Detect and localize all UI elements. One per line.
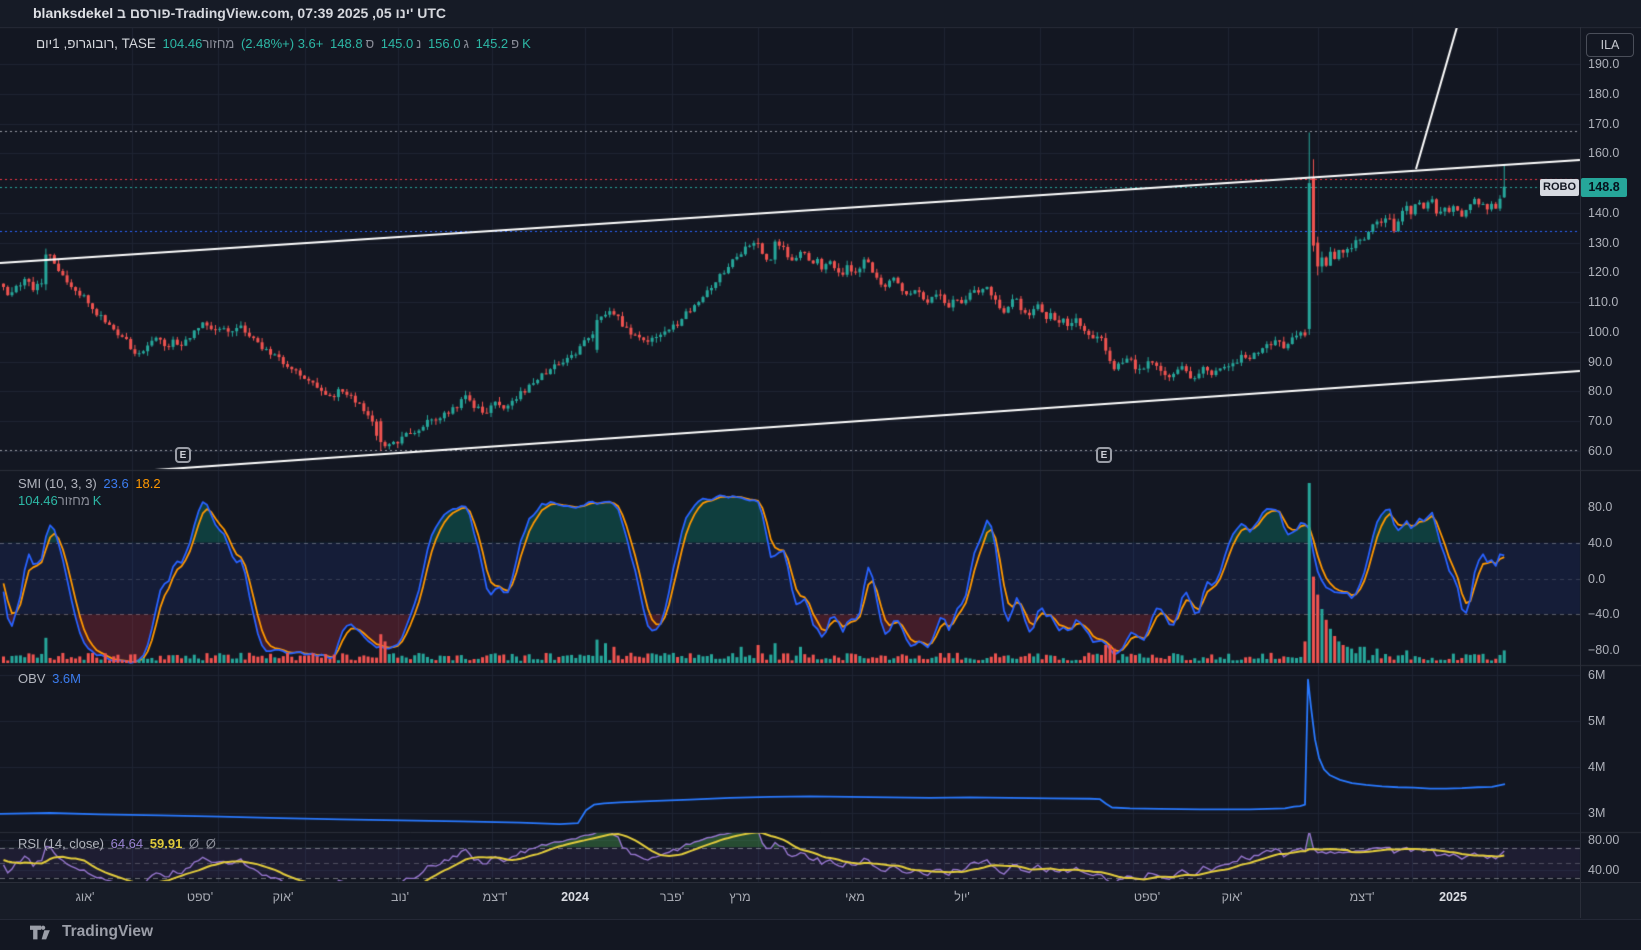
- high-label: ג: [463, 36, 470, 51]
- rsi-ma-value: 59.91: [149, 836, 183, 851]
- smi-tick: 40.0: [1588, 535, 1613, 550]
- price-tick: 100.0: [1588, 324, 1620, 339]
- open-value: 145.2: [475, 36, 509, 51]
- volume-overlay-value: 104.46K: [18, 493, 102, 508]
- high-value: 156.0: [427, 36, 461, 51]
- time-label: פבר': [659, 890, 685, 904]
- volume-value: 104.46K: [162, 36, 531, 51]
- username: blanksdekel: [33, 5, 114, 21]
- smi-title[interactable]: SMI (10, 3, 3): [18, 476, 97, 491]
- price-tick: 170.0: [1588, 116, 1620, 131]
- price-tick: 130.0: [1588, 235, 1620, 250]
- time-label: יול': [954, 890, 970, 904]
- time-axis[interactable]: [0, 882, 1641, 920]
- rsi-na1: Ø: [188, 836, 200, 851]
- price-tick: 140.0: [1588, 205, 1620, 220]
- smi-tick: −80.0: [1588, 643, 1620, 658]
- price-tick: 160.0: [1588, 146, 1620, 161]
- tradingview-brand[interactable]: TradingView: [62, 923, 154, 940]
- smi-tick: −40.0: [1588, 607, 1620, 622]
- price-tick: 90.0: [1588, 354, 1613, 369]
- rsi-value: 64.64: [110, 836, 144, 851]
- symbol-title[interactable]: רובוגרופ, 1יום, TASE: [36, 36, 156, 51]
- obv-title[interactable]: OBV: [18, 671, 46, 686]
- obv-tick: 3M: [1588, 806, 1606, 820]
- time-label: נוב': [391, 890, 409, 904]
- symbol-legend[interactable]: רובוגרופ, 1יום, TASE פ145.2 ג156.0 נ145.…: [36, 36, 534, 51]
- earnings-badge[interactable]: E: [175, 447, 191, 463]
- close-value: 148.8: [330, 36, 363, 51]
- share-text: פורסם ב-TradingView.com, 07:39 2025 ,05 …: [117, 5, 447, 21]
- price-tick: 80.0: [1588, 384, 1613, 399]
- time-label: ספט': [186, 890, 214, 904]
- rsi-title[interactable]: RSI (14, close): [18, 836, 104, 851]
- price-tick: 110.0: [1588, 295, 1619, 310]
- low-label: נ: [416, 36, 422, 51]
- time-label: מרץ: [729, 890, 751, 904]
- close-label: ס: [365, 36, 375, 51]
- top-bar: blanksdekel פורסם ב-TradingView.com, 07:…: [0, 0, 1641, 28]
- rsi-tick: 80.00: [1588, 833, 1620, 847]
- obv-tick: 6M: [1588, 668, 1606, 682]
- share-attribution: blanksdekel פורסם ב-TradingView.com, 07:…: [33, 5, 446, 21]
- time-label: דצמ': [1349, 890, 1375, 904]
- earnings-badge[interactable]: E: [1096, 447, 1112, 463]
- last-price-tag: 148.8: [1581, 178, 1627, 197]
- open-label: פ: [511, 36, 520, 51]
- price-tick: 190.0: [1588, 57, 1620, 71]
- obv-tick: 5M: [1588, 714, 1606, 728]
- symbol-price-label: ROBO: [1540, 179, 1579, 196]
- smi-tick: 0.0: [1588, 571, 1606, 586]
- smi-legend[interactable]: SMI (10, 3, 3) 23.6 18.2: [18, 476, 164, 491]
- price-tick: 120.0: [1588, 265, 1620, 280]
- obv-legend[interactable]: OBV 3.6M: [18, 671, 84, 686]
- time-label: מאי: [845, 890, 865, 904]
- tradingview-logo-icon: [30, 925, 50, 939]
- price-tick: 180.0: [1588, 86, 1620, 101]
- time-label: 2025: [1439, 890, 1467, 904]
- rsi-na2: Ø: [205, 836, 216, 851]
- change-value: +3.6 (+2.48%): [240, 36, 324, 51]
- price-tick: 70.0: [1588, 414, 1613, 429]
- rsi-legend[interactable]: RSI (14, close) 64.64 59.91 Ø Ø: [18, 836, 219, 851]
- price-tick: 60.0: [1588, 444, 1613, 458]
- time-label: אוק': [1221, 890, 1243, 904]
- currency-box[interactable]: ILA: [1586, 33, 1634, 57]
- rsi-tick: 40.00: [1588, 863, 1620, 877]
- obv-tick: 4M: [1588, 760, 1606, 774]
- volume-label: מחזור: [202, 36, 235, 51]
- time-label: 2024: [561, 890, 589, 904]
- time-label: ספט': [1133, 890, 1161, 904]
- time-label: אוק': [272, 890, 294, 904]
- smi-main-value: 23.6: [103, 476, 129, 491]
- time-label: דצמ': [482, 890, 508, 904]
- volume-overlay-label[interactable]: מחזור: [57, 493, 90, 508]
- price-axis-border: [1580, 27, 1581, 918]
- obv-value: 3.6M: [52, 671, 81, 686]
- footer: TradingView: [30, 920, 153, 944]
- volume-overlay-legend[interactable]: מחזור104.46K: [18, 493, 104, 508]
- time-label: אוג': [75, 890, 95, 904]
- smi-signal-value: 18.2: [135, 476, 161, 491]
- smi-tick: 80.0: [1588, 499, 1613, 514]
- low-value: 145.0: [380, 36, 414, 51]
